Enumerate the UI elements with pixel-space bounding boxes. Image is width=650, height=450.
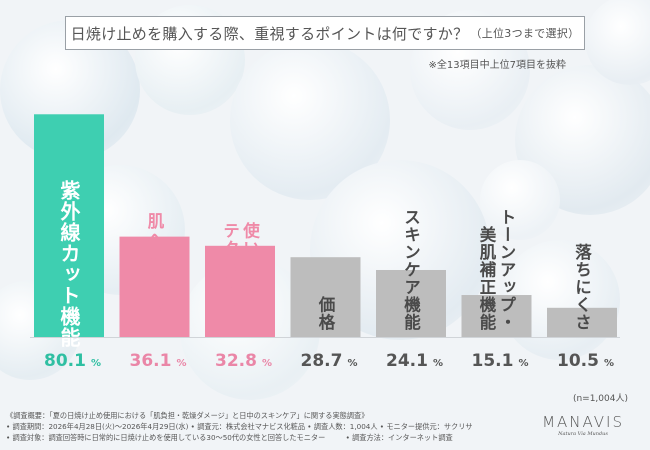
sample-size-label: (n=1,004人) xyxy=(572,394,628,404)
footer-line-3: • 調査対象：調査回答時に日常的に日焼け止めを使用している30〜50代の女性と回… xyxy=(6,432,473,443)
value-label: 15.1 xyxy=(472,351,514,371)
bar-2 xyxy=(205,245,275,337)
category-label: 紫外線カット機能 xyxy=(57,180,81,348)
bar-4 xyxy=(376,269,446,337)
footer-target: • 調査対象：調査回答時に日常的に日焼け止めを使用している30〜50代の女性と回… xyxy=(6,433,326,442)
chart-title: 日焼け止めを購入する際、重視するポイントは何ですか？ （上位3つまで選択） xyxy=(65,16,585,50)
background-bubble xyxy=(480,160,560,240)
value-unit: % xyxy=(91,358,101,369)
title-suffix: （上位3つまで選択） xyxy=(470,27,580,40)
value-label: 32.8 xyxy=(215,351,257,371)
value-label: 28.7 xyxy=(301,351,343,371)
brand-logo: MANAVIS Natura Via Mundus xyxy=(542,413,624,437)
logo-brand: MANAVIS xyxy=(542,413,624,431)
category-label: 落ちにくさ xyxy=(573,243,592,331)
category-label: 肌への優しさ xyxy=(145,212,165,317)
category-label: スキンケア機能 xyxy=(402,209,421,332)
footer-line-2: • 調査期間：2026年4月28日(火)〜2026年4月29日(水) • 調査元… xyxy=(6,422,473,431)
footer-method: • 調査方法：インターネット調査 xyxy=(345,433,453,442)
value-label: 36.1 xyxy=(130,351,172,371)
category-label: 美肌補正機能 xyxy=(477,225,497,332)
bar-5 xyxy=(461,295,532,337)
value-unit: % xyxy=(519,358,529,369)
value-unit: % xyxy=(604,358,614,369)
excerpt-note: ※全13項目中上位7項目を抜粋 xyxy=(428,60,566,71)
bar-0 xyxy=(34,114,104,337)
value-unit: % xyxy=(262,358,272,369)
value-unit: % xyxy=(348,358,358,369)
bar-6 xyxy=(547,307,617,337)
title-main: 日焼け止めを購入する際、重視するポイントは何ですか？ xyxy=(70,24,469,43)
bar-chart: 紫外線カット機能 80.1 % 肌への優しさ 36.1 % 使い心地・テクスチャー 32.8%… xyxy=(30,114,620,371)
category-label: 価格 xyxy=(316,295,336,332)
value-label: 80.1 xyxy=(44,351,86,371)
value-label: 24.1 xyxy=(386,351,428,371)
category-label: テクスチャー xyxy=(221,222,240,327)
value-unit: % xyxy=(177,358,187,369)
value-label: 10.5 xyxy=(557,351,599,371)
survey-footer: 《調査概要：「夏の日焼け止め使用における「肌負担・乾燥ダメージ」と日中のスキンケ… xyxy=(6,410,473,443)
logo-tagline: Natura Via Mundus xyxy=(558,431,608,437)
bar-3 xyxy=(290,257,361,337)
category-label: 使い心地・ xyxy=(241,220,261,309)
footer-line-1: 《調査概要：「夏の日焼け止め使用における「肌負担・乾燥ダメージ」と日中のスキンケ… xyxy=(6,411,369,420)
category-label: トーンアップ・ xyxy=(497,209,516,332)
bar-1 xyxy=(119,236,190,337)
value-unit: % xyxy=(433,358,443,369)
